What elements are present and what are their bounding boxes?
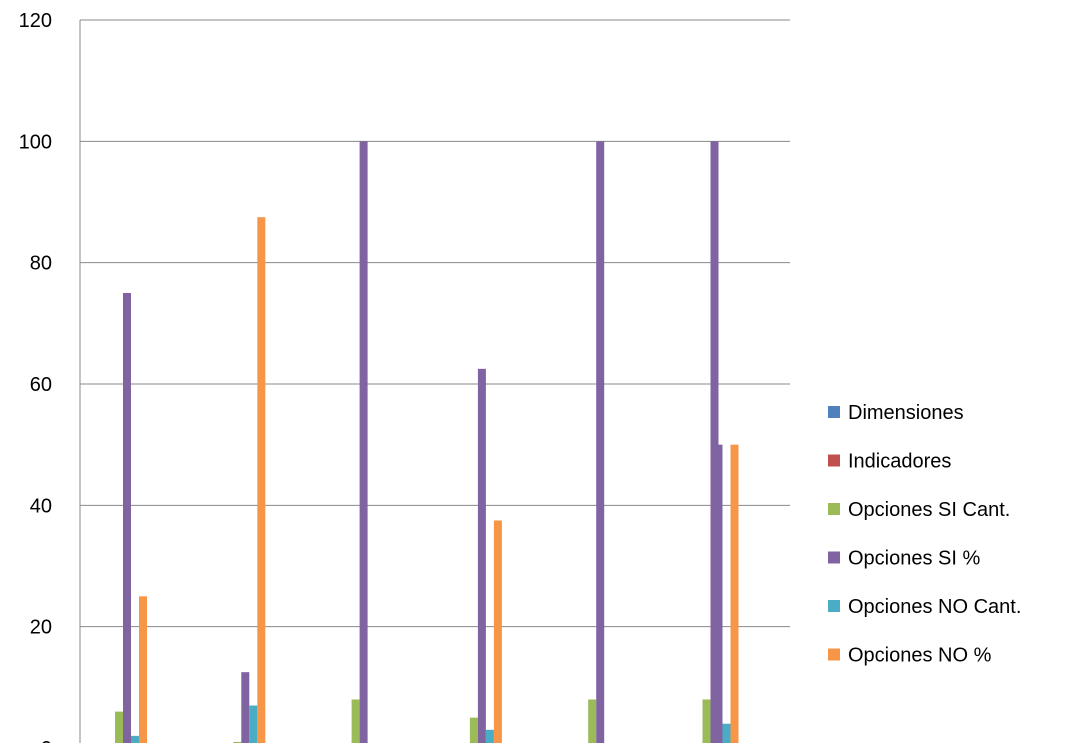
bar-opciones-no xyxy=(257,217,266,743)
bar-opciones-si-cant xyxy=(588,699,597,743)
bar-opciones-no-cant xyxy=(485,729,494,743)
bar-opciones-si xyxy=(710,141,719,743)
gridlines xyxy=(80,19,790,628)
bar-opciones-si-cant xyxy=(702,699,711,743)
legend-swatch xyxy=(828,648,840,661)
bar-opciones-si xyxy=(123,293,131,743)
legend-label: Opciones SI Cant. xyxy=(848,499,1010,521)
bars xyxy=(115,141,739,743)
bar-opciones-si-cant xyxy=(469,717,478,743)
legend-swatch xyxy=(828,454,840,467)
legend-swatch xyxy=(828,406,840,418)
y-tick-label: 0 xyxy=(41,738,52,743)
y-tick-label: 60 xyxy=(30,374,52,396)
legend-label: Opciones NO % xyxy=(848,645,992,667)
bar-opciones-si-cant xyxy=(233,741,242,743)
legend-swatch xyxy=(828,503,840,515)
y-tick-label: 80 xyxy=(30,253,52,275)
axes: 0 20 40 60 80 100 120 xyxy=(19,10,81,743)
legend-swatch xyxy=(828,600,840,612)
legend-label: Opciones NO Cant. xyxy=(848,596,1021,618)
bar-opciones-si-cant xyxy=(351,699,360,743)
bar-opciones-si xyxy=(477,368,486,743)
bar-opciones-no-cant xyxy=(131,735,139,743)
bar-opciones-no xyxy=(493,520,502,743)
legend-label: Dimensiones xyxy=(848,402,964,424)
y-tick-label: 100 xyxy=(19,131,52,153)
legend-swatch xyxy=(828,551,840,564)
bar-opciones-si xyxy=(359,141,368,743)
bar-opciones-no-cant xyxy=(722,723,731,743)
bar-opciones-no xyxy=(730,444,739,743)
y-tick-label: 120 xyxy=(19,10,52,32)
legend-label: Opciones SI % xyxy=(848,548,981,570)
y-tick-label: 20 xyxy=(30,617,52,639)
bar-opciones-si-cant xyxy=(115,711,123,743)
bar-opciones-no-cant xyxy=(249,705,258,743)
bar-opciones-no xyxy=(139,596,147,743)
legend: Dimensiones Indicadores Opciones SI Cant. O… xyxy=(828,402,1021,667)
legend-label: Indicadores xyxy=(848,451,951,473)
bar-opciones-si xyxy=(241,672,250,743)
bar-opciones-si xyxy=(596,141,605,743)
y-tick-label: 40 xyxy=(30,495,52,517)
